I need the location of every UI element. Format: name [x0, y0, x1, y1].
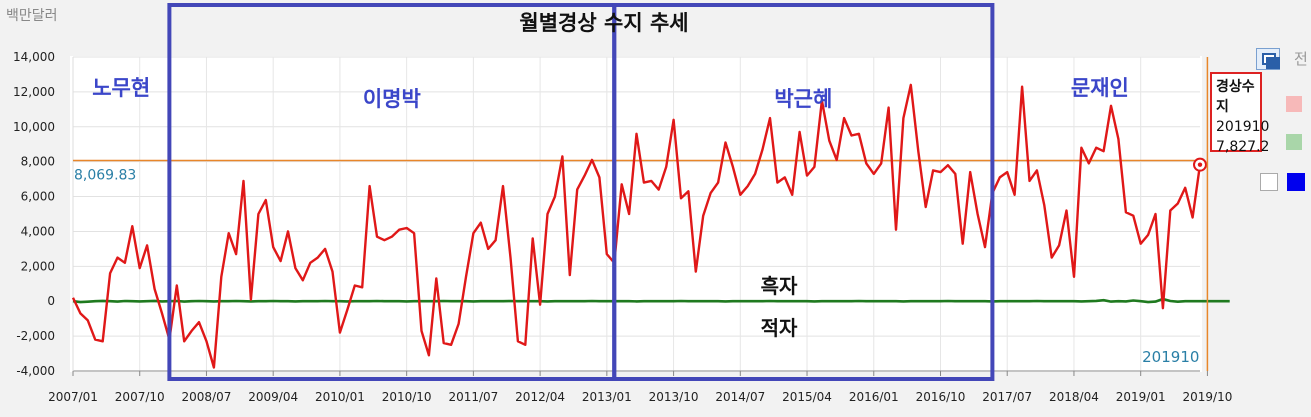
last-point-dot	[1197, 162, 1203, 167]
legend-swatch-secondary	[1286, 134, 1302, 150]
x-tick-label: 2019/01	[1116, 390, 1166, 404]
copy-icon[interactable]	[1256, 48, 1280, 70]
legend-swatch-primary	[1286, 96, 1302, 112]
era-box	[612, 3, 995, 381]
x-tick-label: 2014/07	[715, 390, 765, 404]
y-tick-label: 4,000	[21, 224, 55, 238]
y-tick-label: -2,000	[16, 329, 55, 343]
deficit-label: 적자	[761, 316, 798, 340]
x-tick-label: 2018/04	[1049, 390, 1099, 404]
x-tick-label: 2016/10	[916, 390, 966, 404]
x-tick-label: 2007/10	[115, 390, 165, 404]
y-tick-label: 8,000	[21, 155, 55, 169]
cursor-label: 201910	[1142, 348, 1199, 366]
x-tick-label: 2010/01	[315, 390, 365, 404]
y-tick-label: 12,000	[13, 85, 55, 99]
x-tick-label: 2008/07	[182, 390, 232, 404]
x-tick-label: 2009/04	[248, 390, 298, 404]
y-tick-label: 6,000	[21, 190, 55, 204]
y-axis-unit-label: 백만달러	[6, 8, 58, 24]
surplus-label: 흑자	[761, 274, 798, 298]
color-swatch-white[interactable]	[1260, 173, 1278, 191]
x-tick-label: 2013/10	[649, 390, 699, 404]
x-tick-label: 2016/01	[849, 390, 899, 404]
era-label: 노무현	[92, 76, 150, 100]
cursor-line: 201910	[1142, 57, 1209, 371]
y-tick-label: 14,000	[13, 50, 55, 64]
x-tick-label: 2013/01	[582, 390, 632, 404]
x-tick-label: 2007/01	[48, 390, 98, 404]
legend-title: 경상수지	[1216, 79, 1255, 115]
era-label: 이명박	[363, 87, 421, 111]
y-tick-label: 10,000	[13, 120, 55, 134]
x-tick-label: 2011/07	[448, 390, 498, 404]
y-axis: 14,000 12,000 10,000 8,000 6,000 4,000 2,000 0 -…	[13, 50, 55, 378]
x-tick-label: 2012/04	[515, 390, 565, 404]
x-tick-label: 2019/10	[1182, 390, 1232, 404]
legend-value: 7,827.2	[1216, 139, 1270, 155]
side-text: 전	[1294, 50, 1308, 68]
y-tick-label: 2,000	[21, 259, 55, 273]
x-axis: 2007/01 2007/10 2008/07 2009/04 2010/01 2010/…	[48, 57, 1232, 404]
y-tick-label: 0	[47, 294, 55, 308]
series-layer	[71, 83, 1230, 369]
era-label: 박근혜	[774, 87, 832, 111]
era-label: 문재인	[1071, 76, 1129, 100]
series-current-account	[71, 83, 1202, 369]
y-tick-label: -4,000	[16, 364, 55, 378]
x-tick-label: 2010/10	[382, 390, 432, 404]
reference-line: 8,069.83	[73, 159, 1200, 183]
legend-tooltip: 경상수지 201910 7,827.2	[1210, 72, 1270, 155]
x-tick-label: 2017/07	[982, 390, 1032, 404]
color-swatch-blue[interactable]	[1287, 173, 1305, 191]
x-tick-label: 2015/04	[782, 390, 832, 404]
reference-line-label: 8,069.83	[74, 167, 136, 183]
chart-title: 월별경상 수지 추세	[519, 11, 688, 35]
series-secondary	[72, 297, 1230, 304]
era-layer: 노무현 이명박 박근혜 문재인	[92, 3, 1129, 381]
legend-period: 201910	[1216, 119, 1270, 135]
